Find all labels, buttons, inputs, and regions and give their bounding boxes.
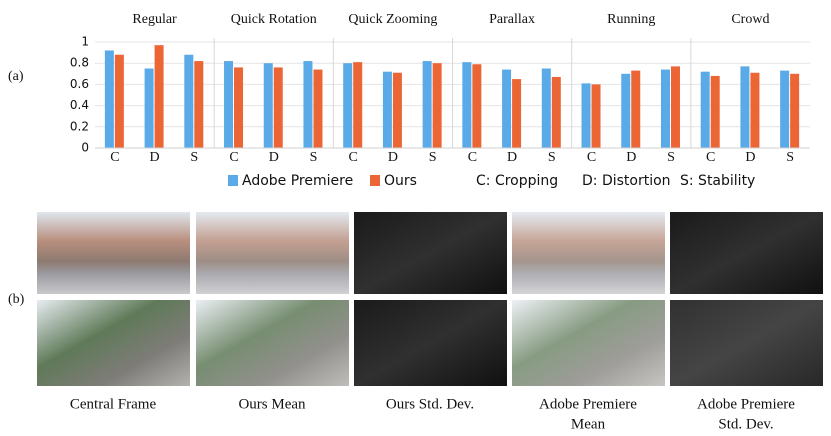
bar (591, 84, 601, 148)
bar (750, 72, 760, 148)
x-tick-label: D (388, 150, 398, 165)
image (670, 212, 823, 294)
image (37, 212, 190, 294)
image (196, 300, 349, 386)
panel-title: Running (607, 12, 655, 27)
x-tick-label: C (587, 150, 596, 165)
y-tick-label: 0.6 (70, 77, 89, 91)
bar (144, 68, 154, 148)
bar (472, 64, 482, 148)
image-caption: Std. Dev. (718, 416, 773, 432)
bar (462, 62, 472, 148)
panel-title: Crowd (731, 12, 769, 27)
bar (541, 68, 551, 148)
image-caption: Mean (571, 416, 606, 432)
image-caption: Ours Mean (238, 396, 306, 412)
y-tick-label: 0.8 (70, 56, 89, 70)
x-tick-label: C (349, 150, 358, 165)
x-tick-label: C (706, 150, 715, 165)
image-caption: Adobe Premiere (697, 396, 795, 412)
bar (273, 67, 283, 148)
panel-title: Quick Rotation (231, 12, 317, 27)
x-tick-label: D (626, 150, 636, 165)
panel-title: Quick Zooming (348, 12, 437, 27)
y-tick-label: 0 (81, 141, 89, 155)
bar (343, 63, 353, 149)
image (512, 212, 665, 294)
bar (104, 50, 114, 149)
x-tick-label: S (429, 150, 437, 165)
bar (184, 54, 194, 148)
x-tick-label: C (229, 150, 238, 165)
image (670, 300, 823, 386)
image-caption: Adobe Premiere (539, 396, 637, 412)
legend-note: D: Distortion (582, 173, 671, 189)
bar (670, 66, 680, 148)
image-caption: Ours Std. Dev. (386, 396, 474, 412)
y-tick-label: 0.2 (70, 119, 89, 133)
y-tick-label: 1 (81, 35, 89, 49)
bar (512, 79, 522, 148)
bar (263, 63, 273, 149)
x-tick-label: D (745, 150, 755, 165)
bar (114, 54, 124, 148)
bar (700, 71, 710, 148)
bar (621, 73, 631, 148)
x-tick-label: D (507, 150, 517, 165)
bar (353, 62, 363, 148)
bar (224, 61, 234, 148)
bar (303, 61, 313, 148)
bar (551, 76, 561, 148)
bar (313, 69, 323, 148)
x-tick-label: S (667, 150, 675, 165)
bar (780, 70, 790, 148)
bar (194, 61, 204, 148)
bar (740, 66, 750, 148)
legend-swatch (370, 175, 380, 186)
bar (154, 45, 164, 148)
bar (581, 83, 591, 148)
x-tick-label: S (310, 150, 318, 165)
legend-label: Adobe Premiere (242, 173, 353, 189)
x-tick-label: D (269, 150, 279, 165)
image-caption: Central Frame (70, 396, 157, 412)
bar (432, 63, 442, 149)
bar (790, 73, 800, 148)
bar (710, 75, 720, 148)
image (37, 300, 190, 386)
bar (422, 61, 432, 148)
bar (234, 67, 244, 148)
x-tick-label: S (548, 150, 556, 165)
legend-swatch (228, 175, 238, 186)
image (512, 300, 665, 386)
legend-note: C: Cropping (476, 173, 558, 189)
image (196, 212, 349, 294)
legend-label: Ours (384, 173, 417, 189)
bar (502, 69, 512, 148)
bar (382, 71, 392, 148)
x-tick-label: C (468, 150, 477, 165)
x-tick-label: S (190, 150, 198, 165)
panel-label: (b) (8, 292, 25, 307)
image (354, 212, 507, 294)
image (354, 300, 507, 386)
legend-note: S: Stability (680, 173, 755, 189)
x-tick-label: C (110, 150, 119, 165)
bar (660, 69, 670, 148)
x-tick-label: S (786, 150, 794, 165)
panel-title: Regular (132, 12, 177, 27)
bar (631, 70, 641, 148)
bar (392, 72, 402, 148)
panel-label: (a) (8, 69, 24, 84)
x-tick-label: D (150, 150, 160, 165)
image-grid (37, 212, 823, 386)
panel-title: Parallax (489, 12, 535, 27)
y-tick-label: 0.4 (70, 98, 89, 112)
